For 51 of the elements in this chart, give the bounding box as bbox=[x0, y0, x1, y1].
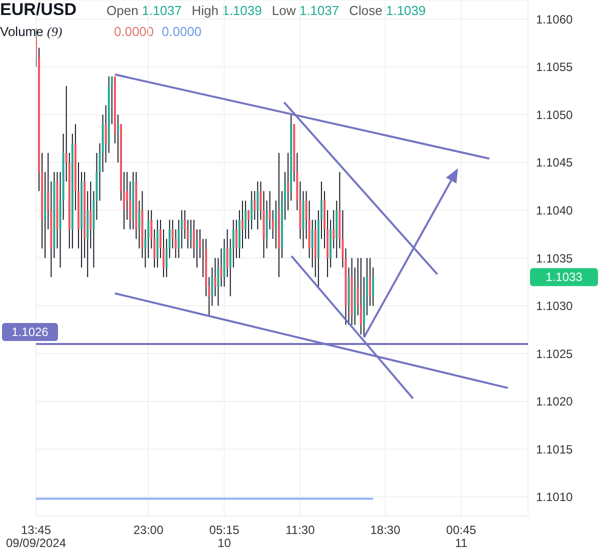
candlestick bbox=[274, 200, 277, 249]
candlestick bbox=[178, 219, 180, 258]
text: 1.1033 bbox=[546, 270, 583, 284]
candlestick bbox=[254, 190, 256, 220]
candlestick bbox=[196, 228, 198, 268]
y-tick-label: 1.1045 bbox=[536, 156, 574, 170]
annotation: 0.0000 bbox=[162, 24, 202, 39]
candlestick bbox=[372, 267, 374, 306]
candlestick bbox=[260, 181, 262, 220]
ref-line-label: 1.1026 bbox=[12, 325, 49, 339]
candlestick bbox=[256, 181, 259, 230]
candlestick bbox=[180, 210, 183, 249]
annotation: Low 1.1037 bbox=[272, 3, 340, 18]
candlestick bbox=[248, 210, 250, 240]
candlestick bbox=[311, 219, 314, 268]
x-tick-label: 00:45 11 bbox=[446, 523, 477, 550]
y-tick-label: 1.1050 bbox=[536, 108, 574, 122]
y-tick-label: 1.1035 bbox=[536, 251, 574, 266]
y-tick-label: 1.1040 bbox=[536, 203, 574, 218]
x-tick-label: 13:45 09/09/2024 bbox=[6, 523, 66, 550]
y-tick-label: 1.1020 bbox=[536, 394, 574, 409]
y-tick-label: 1.1025 bbox=[536, 346, 574, 361]
chart-title: EUR/USD bbox=[0, 0, 77, 20]
annotation: 0.0000 bbox=[114, 24, 154, 39]
candlestick bbox=[287, 152, 290, 211]
candlestick bbox=[369, 258, 372, 306]
x-tick-label: 05:15 10 bbox=[209, 523, 240, 550]
candlestick bbox=[332, 210, 335, 249]
annotation: Open 1.1037 bbox=[106, 3, 182, 18]
x-tick-label: 23:00 bbox=[133, 523, 164, 537]
x-tick-label: 18:30 bbox=[370, 523, 401, 537]
candlestick bbox=[138, 200, 140, 249]
y-tick-label: 1.1015 bbox=[536, 442, 574, 456]
y-tick-label: 1.1030 bbox=[536, 299, 574, 314]
annotation: Close 1.1039 bbox=[349, 3, 426, 18]
candlestick bbox=[360, 258, 362, 335]
candlestick bbox=[90, 181, 92, 249]
y-tick-label: 1.1060 bbox=[536, 12, 574, 26]
candlestick bbox=[250, 190, 253, 230]
candlestick bbox=[242, 200, 244, 249]
candlestick bbox=[214, 258, 216, 297]
candlestick bbox=[235, 219, 238, 258]
candlestick bbox=[226, 228, 228, 278]
candlestick bbox=[190, 219, 192, 249]
x-tick-label: 11:30 bbox=[286, 523, 316, 537]
candlestick bbox=[220, 248, 222, 288]
candlestick bbox=[104, 104, 107, 163]
annotation: High 1.1039 bbox=[192, 3, 262, 18]
y-tick-label: 1.1010 bbox=[536, 490, 574, 504]
candlestick bbox=[116, 114, 119, 163]
y-tick-label: 1.1055 bbox=[536, 60, 574, 74]
